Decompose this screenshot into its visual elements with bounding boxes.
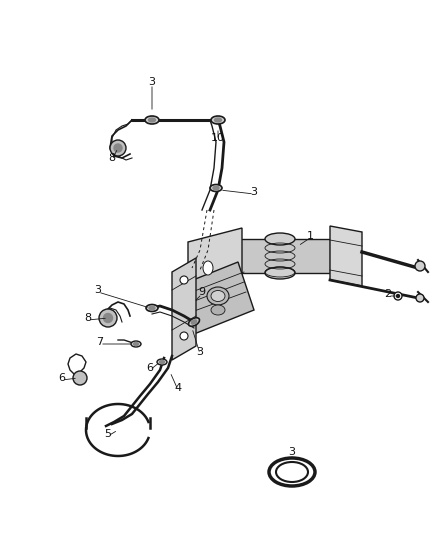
Text: 6: 6 bbox=[59, 373, 66, 383]
Ellipse shape bbox=[145, 116, 159, 124]
Ellipse shape bbox=[210, 184, 222, 191]
Ellipse shape bbox=[159, 360, 165, 364]
Text: 9: 9 bbox=[198, 287, 205, 297]
Ellipse shape bbox=[188, 318, 199, 326]
Circle shape bbox=[114, 144, 122, 152]
Ellipse shape bbox=[146, 304, 158, 311]
Text: 4: 4 bbox=[174, 383, 182, 393]
Ellipse shape bbox=[211, 290, 225, 302]
Text: 3: 3 bbox=[148, 77, 155, 87]
Ellipse shape bbox=[131, 341, 141, 347]
Circle shape bbox=[415, 261, 425, 271]
Ellipse shape bbox=[265, 233, 295, 245]
Ellipse shape bbox=[215, 118, 222, 122]
Circle shape bbox=[180, 332, 188, 340]
Ellipse shape bbox=[269, 458, 315, 486]
Polygon shape bbox=[228, 239, 330, 273]
Circle shape bbox=[103, 313, 113, 322]
Circle shape bbox=[110, 140, 126, 156]
Ellipse shape bbox=[213, 186, 219, 190]
Text: 3: 3 bbox=[251, 187, 258, 197]
Ellipse shape bbox=[191, 320, 197, 324]
Text: 3: 3 bbox=[289, 447, 296, 457]
Circle shape bbox=[394, 292, 402, 300]
Ellipse shape bbox=[276, 462, 308, 482]
Text: 7: 7 bbox=[96, 337, 103, 347]
Polygon shape bbox=[330, 226, 362, 286]
Text: 8: 8 bbox=[109, 153, 116, 163]
Ellipse shape bbox=[211, 116, 225, 124]
Circle shape bbox=[416, 294, 424, 302]
Polygon shape bbox=[178, 262, 254, 334]
Circle shape bbox=[180, 276, 188, 284]
Text: 1: 1 bbox=[307, 231, 314, 241]
Ellipse shape bbox=[265, 267, 295, 279]
Ellipse shape bbox=[207, 287, 229, 305]
Text: 8: 8 bbox=[85, 313, 92, 323]
Ellipse shape bbox=[148, 118, 155, 122]
Ellipse shape bbox=[149, 306, 155, 310]
Ellipse shape bbox=[203, 261, 213, 275]
Circle shape bbox=[396, 295, 399, 297]
Ellipse shape bbox=[134, 343, 138, 345]
Text: 3: 3 bbox=[197, 347, 204, 357]
Polygon shape bbox=[172, 258, 196, 360]
Text: 5: 5 bbox=[105, 429, 112, 439]
Text: 2: 2 bbox=[385, 289, 392, 299]
Text: 10: 10 bbox=[211, 133, 225, 143]
Text: 6: 6 bbox=[146, 363, 153, 373]
Text: 3: 3 bbox=[95, 285, 102, 295]
Circle shape bbox=[73, 371, 87, 385]
Circle shape bbox=[99, 309, 117, 327]
Ellipse shape bbox=[211, 305, 225, 315]
Ellipse shape bbox=[157, 359, 167, 365]
Polygon shape bbox=[188, 228, 242, 302]
